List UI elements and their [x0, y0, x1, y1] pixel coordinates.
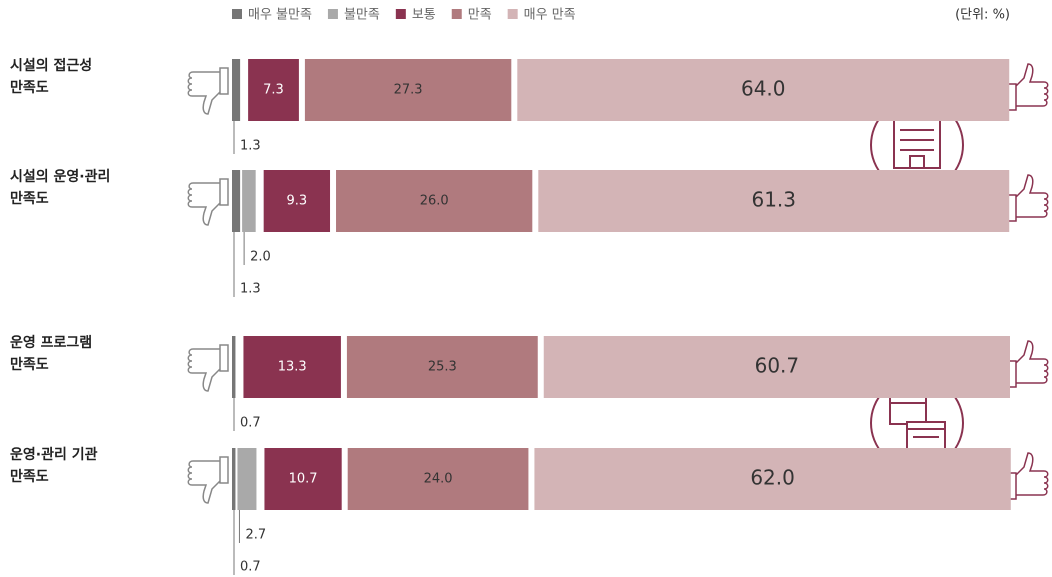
value-label: 62.0 — [750, 466, 795, 490]
thumb-down-icon — [187, 178, 229, 226]
legend-label: 매우 만족 — [524, 8, 576, 23]
value-label: 10.7 — [289, 472, 318, 487]
row-label: 시설의 접근성 만족도 — [10, 58, 93, 96]
value-label: 0.7 — [240, 416, 261, 431]
value-label: 9.3 — [287, 194, 308, 209]
row-label: 운영·관리 기관 만족도 — [10, 447, 98, 485]
row-label: 시설의 운영·관리 만족도 — [10, 169, 111, 207]
legend-swatch — [232, 9, 242, 19]
bar-segment — [237, 448, 257, 510]
bar-segment — [543, 336, 1010, 398]
value-label: 27.3 — [394, 83, 423, 98]
thumb-shape — [187, 178, 229, 226]
legend-label: 매우 불만족 — [248, 8, 312, 23]
thumb-shape — [1007, 63, 1049, 111]
bar-segment — [517, 59, 1010, 121]
bar-segment — [264, 448, 342, 510]
value-label: 2.0 — [250, 250, 271, 265]
bar-segment — [242, 170, 256, 232]
value-label: 60.7 — [755, 354, 800, 378]
icons — [870, 98, 964, 470]
value-label: 61.3 — [751, 188, 796, 212]
value-label: 2.7 — [245, 528, 266, 543]
value-label: 25.3 — [428, 360, 457, 375]
bar-segment — [304, 59, 512, 121]
row-label: 운영 프로그램 만족도 — [10, 335, 93, 373]
bar-segment — [534, 448, 1011, 510]
legend-swatch — [507, 9, 518, 19]
thumb-down-icon — [187, 456, 229, 504]
value-label: 7.3 — [263, 83, 284, 98]
bar-segment — [243, 336, 341, 398]
thumb-up-icon — [1007, 452, 1049, 500]
legend-swatch — [395, 9, 406, 19]
bar-segment — [232, 336, 236, 398]
thumb-shape — [1007, 174, 1049, 222]
value-label: 64.0 — [741, 77, 786, 101]
bar-segment — [538, 170, 1010, 232]
value-label: 24.0 — [424, 472, 453, 487]
unit-note: (단위: %) — [955, 8, 1010, 23]
bar-segment — [232, 448, 236, 510]
thumb-shape — [1007, 340, 1049, 388]
value-label: 13.3 — [278, 360, 307, 375]
thumb-shape — [187, 456, 229, 504]
thumb-up-icon — [1007, 340, 1049, 388]
bar-segment — [232, 59, 241, 121]
thumb-shape — [187, 344, 229, 392]
thumb-up-icon — [1007, 174, 1049, 222]
bar-segment — [336, 170, 533, 232]
thumb-up-icon — [1007, 63, 1049, 111]
legend-label: 보통 — [412, 8, 436, 23]
legend-swatch — [451, 9, 462, 19]
value-label: 26.0 — [420, 194, 449, 209]
value-label: 0.7 — [240, 560, 261, 575]
bar-segment — [347, 448, 529, 510]
thumb-down-icon — [187, 67, 229, 115]
value-label: 1.3 — [240, 139, 261, 154]
bar-segment — [346, 336, 538, 398]
thumb-shape — [1007, 452, 1049, 500]
legend-label: 불만족 — [344, 8, 380, 23]
thumb-down-icon — [187, 344, 229, 392]
bar-segment — [248, 59, 299, 121]
value-label: 1.3 — [240, 282, 261, 297]
thumb-shape — [187, 67, 229, 115]
bar-segment — [263, 170, 331, 232]
legend-label: 만족 — [468, 8, 492, 23]
bar-segment — [232, 170, 241, 232]
legend-swatch — [327, 9, 338, 19]
